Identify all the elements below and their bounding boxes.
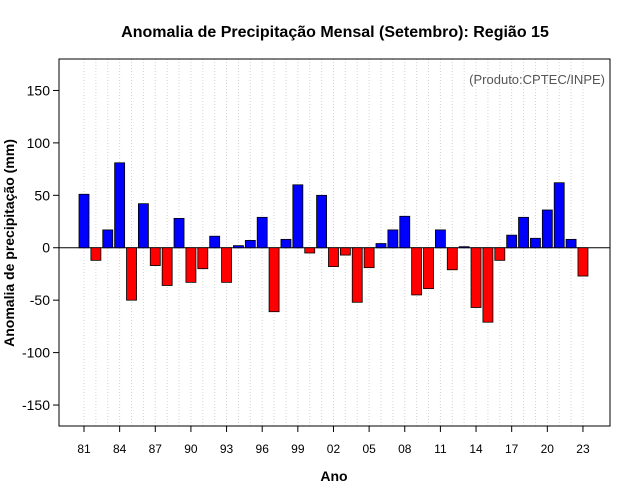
bar-00 xyxy=(304,247,316,254)
bar-87 xyxy=(149,247,161,266)
bar-13 xyxy=(458,246,470,249)
x-tick-label: 17 xyxy=(505,442,519,456)
bar-22 xyxy=(565,238,577,249)
y-tick-label: 50 xyxy=(34,187,50,203)
y-tick-label: 150 xyxy=(27,82,51,98)
bar-16 xyxy=(494,247,506,261)
bar-04 xyxy=(351,247,363,303)
y-tick-label: -50 xyxy=(30,292,50,308)
bar-92 xyxy=(209,235,221,249)
bar-88 xyxy=(161,247,173,286)
x-tick-label: 87 xyxy=(149,442,163,456)
bar-12 xyxy=(446,247,458,271)
x-tick-label: 11 xyxy=(434,442,447,456)
x-tick-label: 90 xyxy=(184,442,198,456)
bar-09 xyxy=(411,247,423,296)
bar-89 xyxy=(173,217,185,249)
bar-20 xyxy=(541,209,553,249)
x-tick-label: 81 xyxy=(77,442,91,456)
y-axis-title: Anomalia de precipitação (mm) xyxy=(1,139,17,347)
bar-07 xyxy=(387,229,399,249)
plot-frame xyxy=(58,58,611,427)
chart-title: Anomalia de Precipitação Mensal (Setembr… xyxy=(121,24,549,41)
bar-94 xyxy=(233,245,244,249)
y-tick-label: 0 xyxy=(42,240,50,256)
bar-23 xyxy=(577,247,589,277)
bar-99 xyxy=(292,184,304,249)
bar-10 xyxy=(423,247,434,290)
bar-18 xyxy=(518,216,529,249)
x-tick-label: 84 xyxy=(113,442,127,456)
y-tick-label: 100 xyxy=(27,135,51,151)
bar-17 xyxy=(506,234,518,249)
bar-21 xyxy=(553,182,565,249)
bars xyxy=(78,162,589,323)
y-tick-label: -150 xyxy=(22,397,50,413)
bar-85 xyxy=(126,247,137,301)
source-annotation: (Produto:CPTEC/INPE) xyxy=(469,72,605,87)
y-tick-label: -100 xyxy=(22,345,50,361)
bar-91 xyxy=(197,247,209,270)
bar-14 xyxy=(470,247,482,308)
x-tick-label: 93 xyxy=(220,442,234,456)
bar-19 xyxy=(530,237,541,249)
bar-15 xyxy=(482,247,494,323)
bar-01 xyxy=(316,194,328,249)
x-tick-label: 02 xyxy=(327,442,341,456)
x-tick-label: 23 xyxy=(576,442,590,456)
bar-97 xyxy=(268,247,280,313)
x-tick-label: 08 xyxy=(398,442,412,456)
bar-06 xyxy=(375,243,387,249)
bar-08 xyxy=(399,215,411,249)
bar-11 xyxy=(434,229,446,249)
x-axis-title: Ano xyxy=(320,468,347,484)
x-tick-label: 05 xyxy=(362,442,376,456)
bar-96 xyxy=(256,216,268,249)
x-tick-label: 99 xyxy=(291,442,305,456)
x-axis: 81 84 87 90 93 96 99 02 05 08 11 14 17 20 23 xyxy=(77,426,590,456)
bar-98 xyxy=(280,238,292,249)
bar-82 xyxy=(90,247,102,261)
bar-83 xyxy=(102,229,114,249)
x-tick-label: 96 xyxy=(256,442,270,456)
bar-05 xyxy=(363,247,375,269)
bar-93 xyxy=(221,247,232,283)
bar-03 xyxy=(339,247,351,256)
x-tick-label: 14 xyxy=(469,442,483,456)
bar-90 xyxy=(185,247,197,283)
x-tick-label: 20 xyxy=(541,442,555,456)
bar-81 xyxy=(78,193,90,249)
y-axis: -150 -100 -50 0 50 100 150 xyxy=(22,82,59,413)
bar-95 xyxy=(244,240,256,249)
bar-86 xyxy=(137,203,149,249)
bar-02 xyxy=(328,247,339,268)
bar-84 xyxy=(114,162,126,249)
